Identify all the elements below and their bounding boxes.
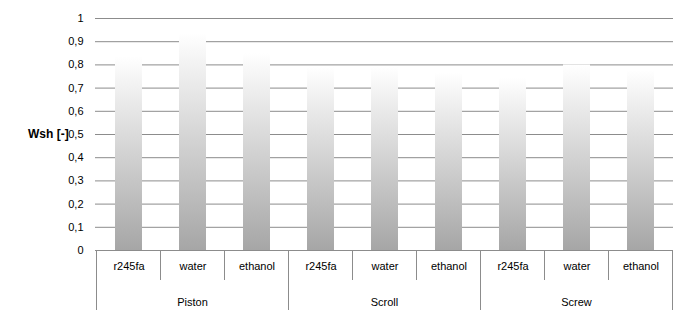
svg-text:ethanol: ethanol	[623, 260, 659, 272]
svg-text:0,5: 0,5	[68, 128, 83, 140]
svg-text:ethanol: ethanol	[431, 260, 467, 272]
svg-text:0,9: 0,9	[68, 35, 83, 47]
svg-text:0,2: 0,2	[68, 198, 83, 210]
svg-text:0,7: 0,7	[68, 82, 83, 94]
svg-text:0,6: 0,6	[68, 105, 83, 117]
svg-text:Piston: Piston	[177, 296, 208, 308]
svg-text:Wsh [-]: Wsh [-]	[28, 127, 69, 141]
svg-text:0: 0	[77, 244, 83, 256]
svg-text:1: 1	[77, 12, 83, 24]
svg-text:Scroll: Scroll	[371, 296, 399, 308]
svg-text:ethanol: ethanol	[239, 260, 275, 272]
svg-text:Screw: Screw	[561, 296, 592, 308]
svg-text:0,8: 0,8	[68, 58, 83, 70]
svg-text:0,1: 0,1	[68, 221, 83, 233]
svg-text:water: water	[179, 260, 207, 272]
svg-text:r245fa: r245fa	[497, 260, 529, 272]
svg-text:water: water	[563, 260, 591, 272]
svg-text:r245fa: r245fa	[305, 260, 337, 272]
svg-text:water: water	[371, 260, 399, 272]
svg-text:0,4: 0,4	[68, 151, 83, 163]
svg-text:r245fa: r245fa	[113, 260, 145, 272]
svg-text:0,3: 0,3	[68, 174, 83, 186]
